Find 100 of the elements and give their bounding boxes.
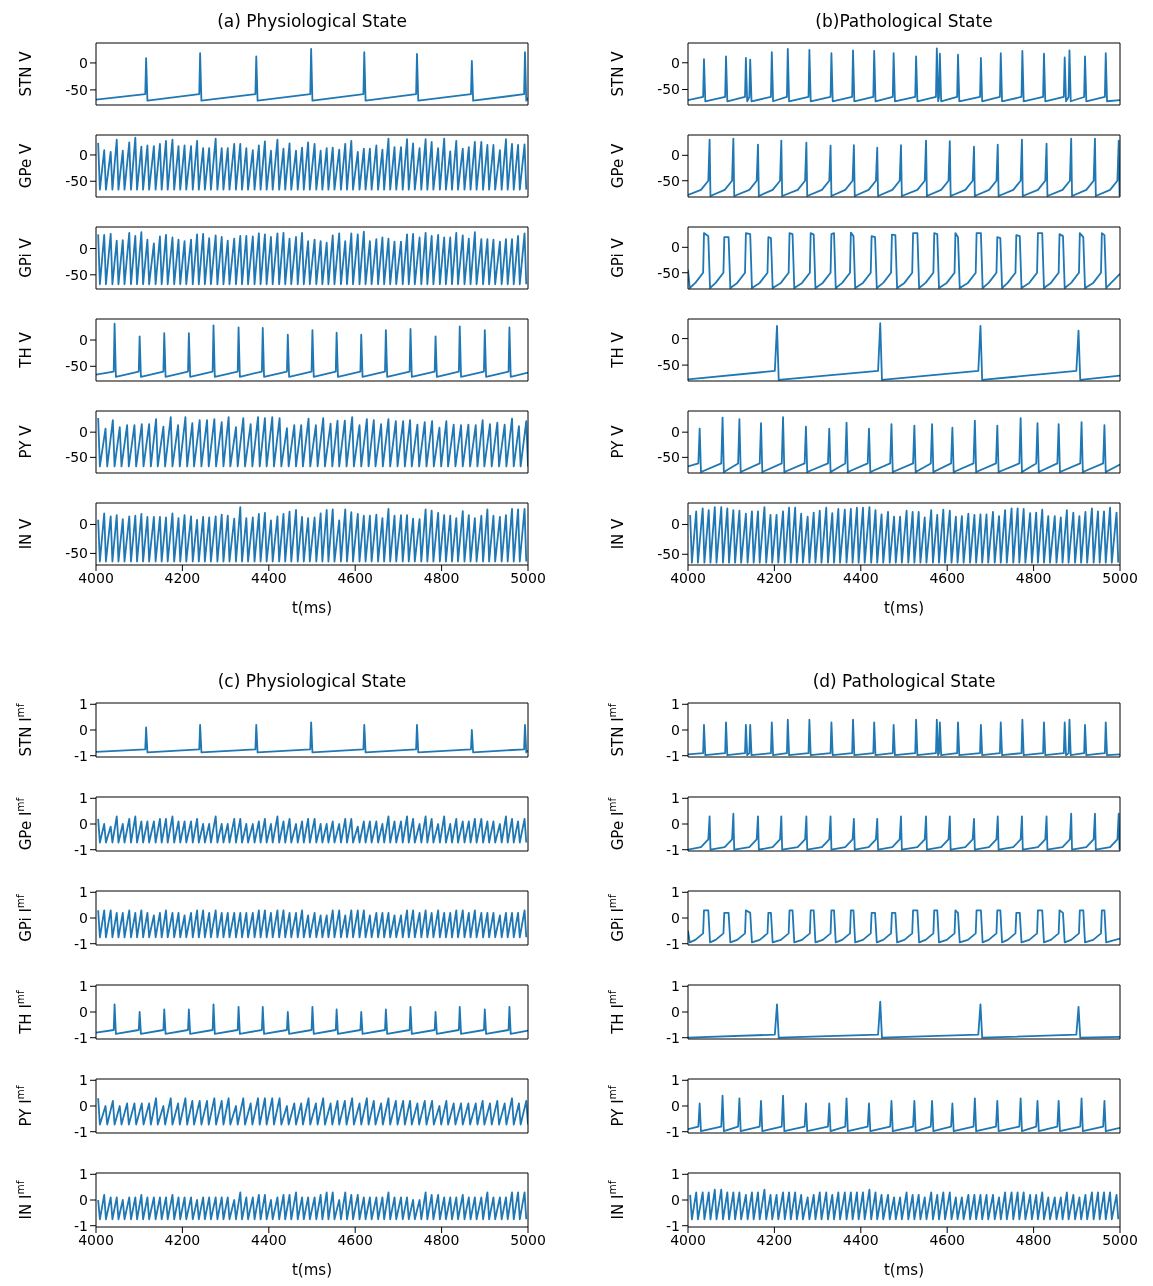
line-series: [97, 1097, 528, 1126]
y-tick-label: -50: [657, 81, 680, 98]
chart-title: (d) Pathological State: [811, 671, 997, 691]
y-tick-label: -50: [657, 172, 680, 189]
y-tick-label: -1: [74, 841, 88, 858]
x-tick-label: 5000: [510, 1231, 546, 1248]
y-axis-title: IN V: [609, 517, 627, 550]
y-tick-label: -1: [666, 1029, 680, 1046]
line-series: [97, 230, 528, 286]
y-tick-label: 0: [671, 516, 680, 533]
y-axis-title: STN V: [17, 50, 35, 97]
x-tick-label: 5000: [1102, 569, 1138, 586]
y-axis-title: GPe V: [17, 143, 35, 189]
chart-title: (c) Physiological State: [216, 671, 408, 691]
x-tick-label: 4400: [842, 1231, 879, 1248]
y-tick-label: -50: [657, 546, 680, 563]
y-tick-label: 0: [79, 721, 88, 738]
line-series: [96, 322, 528, 378]
y-tick-label: 0: [671, 909, 680, 926]
x-tick-label: 4800: [423, 1231, 460, 1248]
x-tick-label: 5000: [1102, 1231, 1138, 1248]
y-tick-label: 0: [79, 331, 88, 348]
y-tick-label: 1: [671, 884, 680, 901]
y-tick-label: 1: [79, 696, 88, 713]
y-tick-label: -1: [74, 1029, 88, 1046]
y-tick-label: -50: [65, 545, 88, 562]
y-tick-label: -1: [74, 1123, 88, 1140]
line-series: [97, 909, 528, 939]
x-tick-label: 4200: [164, 1231, 201, 1248]
y-tick-label: -1: [666, 841, 680, 858]
x-tick-label: 4800: [423, 569, 460, 586]
y-tick-label: 0: [79, 1003, 88, 1020]
x-tick-label: 4200: [756, 569, 793, 586]
x-tick-label: 4400: [250, 569, 287, 586]
y-tick-label: -1: [666, 935, 680, 952]
y-tick-label: 1: [79, 884, 88, 901]
y-tick-label: 1: [671, 978, 680, 995]
x-tick-label: 4400: [250, 1231, 287, 1248]
x-tick-label: 4000: [78, 569, 114, 586]
x-tick-label: 4000: [670, 1231, 706, 1248]
x-tick-label: 4200: [756, 1231, 793, 1248]
y-tick-label: 0: [671, 330, 680, 347]
x-axis-title: t(ms): [291, 1261, 333, 1279]
chart-title: (a) Physiological State: [216, 11, 408, 31]
y-tick-label: 0: [671, 1097, 680, 1114]
line-series: [96, 48, 528, 102]
x-tick-label: 4000: [78, 1231, 114, 1248]
y-axis-title: GPi V: [17, 237, 35, 278]
y-axis-title: TH V: [17, 331, 35, 369]
y-tick-label: -50: [657, 357, 680, 374]
x-axis-title: t(ms): [291, 599, 333, 617]
y-tick-label: -1: [74, 1217, 88, 1234]
x-tick-label: 4200: [164, 569, 201, 586]
y-tick-label: 0: [671, 424, 680, 441]
y-tick-label: 0: [671, 721, 680, 738]
y-tick-label: 1: [671, 790, 680, 807]
y-axis-title: PY V: [17, 424, 35, 459]
y-tick-label: 0: [79, 815, 88, 832]
x-tick-label: 4600: [929, 1231, 966, 1248]
y-tick-label: 0: [79, 54, 88, 71]
y-tick-label: 0: [671, 147, 680, 164]
x-tick-label: 5000: [510, 569, 546, 586]
x-tick-label: 4000: [670, 569, 706, 586]
line-series: [96, 1003, 528, 1035]
line-series: [688, 322, 1120, 381]
line-series: [689, 1188, 1120, 1221]
y-tick-label: 0: [79, 424, 88, 441]
y-tick-label: -50: [65, 358, 88, 375]
y-tick-label: 1: [671, 1072, 680, 1089]
line-series: [97, 1191, 528, 1221]
y-tick-label: 0: [79, 1191, 88, 1208]
y-tick-label: 0: [79, 516, 88, 533]
line-series: [97, 815, 528, 844]
y-tick-label: 1: [79, 978, 88, 995]
x-tick-label: 4800: [1015, 1231, 1052, 1248]
y-tick-label: 0: [79, 146, 88, 163]
y-tick-label: -50: [657, 449, 680, 466]
y-tick-label: -1: [74, 747, 88, 764]
y-tick-label: -50: [65, 81, 88, 98]
x-tick-label: 4600: [337, 1231, 374, 1248]
y-tick-label: 0: [79, 240, 88, 257]
y-axis-title: TH V: [609, 331, 627, 369]
x-tick-label: 4600: [929, 569, 966, 586]
y-tick-label: 0: [671, 54, 680, 71]
y-tick-label: 0: [671, 815, 680, 832]
y-tick-label: -50: [65, 173, 88, 190]
y-tick-label: -50: [65, 449, 88, 466]
y-tick-label: 1: [79, 1166, 88, 1183]
x-tick-label: 4800: [1015, 569, 1052, 586]
y-tick-label: -1: [74, 935, 88, 952]
line-series: [96, 721, 528, 754]
y-axis-title: PY V: [609, 424, 627, 459]
y-tick-label: 1: [79, 1072, 88, 1089]
x-tick-label: 4600: [337, 569, 374, 586]
y-tick-label: 1: [671, 1166, 680, 1183]
y-axis-title: STN V: [609, 50, 627, 97]
y-axis-title: GPi V: [609, 237, 627, 278]
y-tick-label: -50: [65, 266, 88, 283]
y-tick-label: 0: [79, 1097, 88, 1114]
y-tick-label: -1: [666, 1123, 680, 1140]
